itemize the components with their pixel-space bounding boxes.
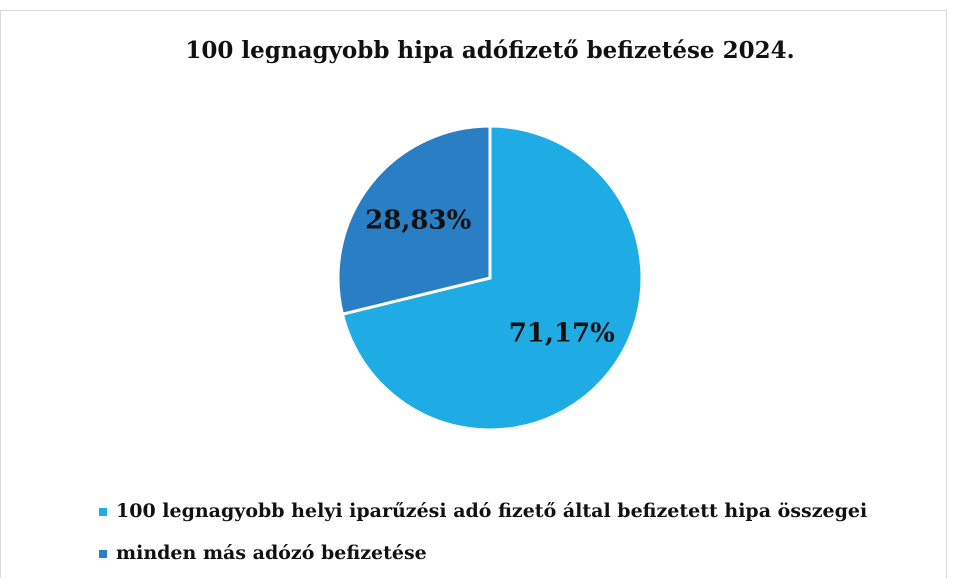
chart-title: 100 legnagyobb hipa adófizető befizetése… bbox=[185, 37, 794, 64]
legend-swatch bbox=[99, 508, 107, 516]
legend-label: 100 legnagyobb helyi iparűzési adó fizet… bbox=[116, 500, 867, 522]
data-label: 71,17% bbox=[509, 318, 615, 348]
legend-label: minden más adózó befizetése bbox=[116, 542, 427, 564]
pie-slice bbox=[336, 124, 492, 317]
pie-slice bbox=[340, 124, 644, 432]
legend-swatch bbox=[99, 550, 107, 558]
data-label: 28,83% bbox=[365, 206, 471, 236]
chart-border bbox=[0, 10, 947, 578]
